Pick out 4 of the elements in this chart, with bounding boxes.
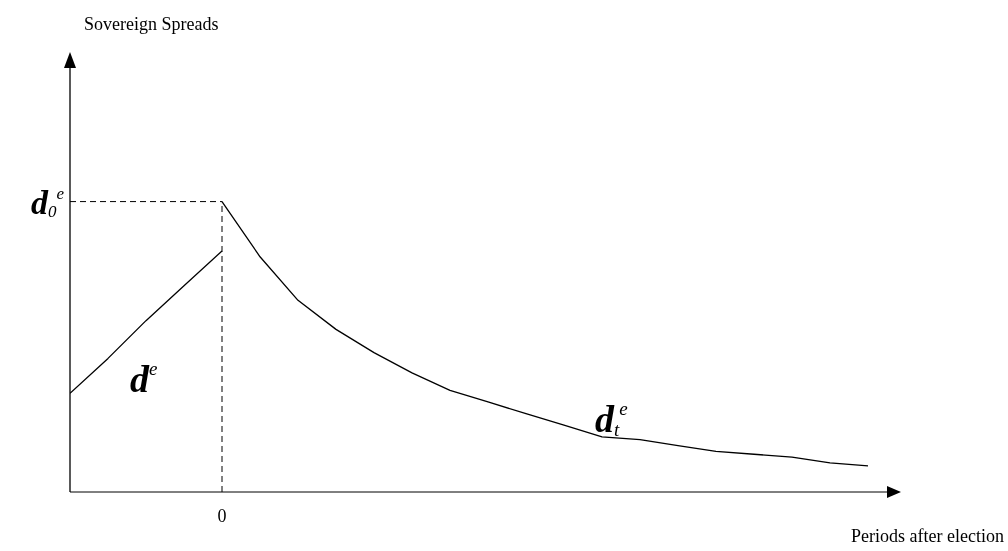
x-axis-title: Periods after election — [851, 526, 1004, 546]
text: Sovereign Spreads — [84, 14, 219, 34]
text: 0 — [217, 506, 227, 526]
annotation: d$^{e}$ — [130, 357, 158, 400]
